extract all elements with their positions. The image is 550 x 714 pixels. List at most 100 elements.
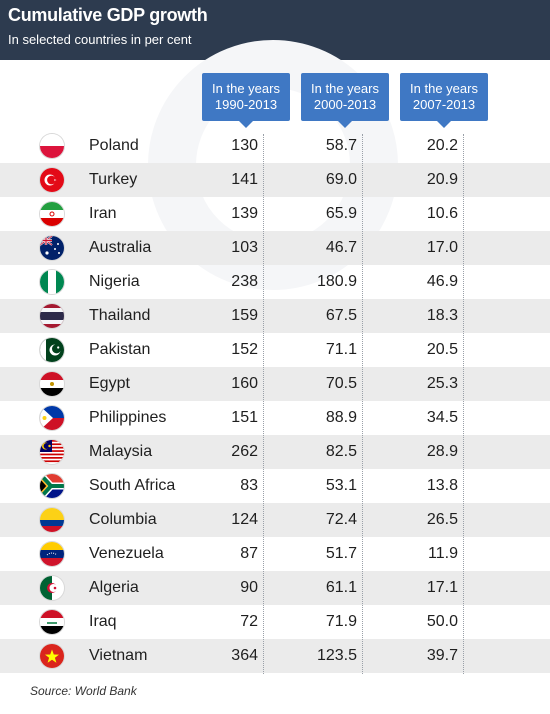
column-header-1990-2013: In the years 1990-2013	[202, 73, 290, 128]
country-name: Australia	[89, 239, 152, 256]
table-row: Australia 103 46.7 17.0	[0, 231, 550, 265]
thailand-flag-icon	[40, 304, 64, 328]
growth-value: 72.4	[325, 511, 357, 528]
growth-value: 70.5	[325, 375, 357, 392]
growth-value: 65.9	[325, 205, 357, 222]
vietnam-flag-icon	[40, 644, 64, 668]
growth-value: 180.9	[316, 273, 357, 290]
south-africa-flag-icon	[40, 474, 64, 498]
growth-value: 58.7	[325, 137, 357, 154]
growth-value: 151	[231, 409, 258, 426]
australia-flag-icon	[40, 236, 64, 260]
pakistan-flag-icon	[40, 338, 64, 362]
growth-value: 130	[231, 137, 258, 154]
country-name: Philippines	[89, 409, 167, 426]
source-note: Source: World Bank	[30, 684, 137, 698]
page-title: Cumulative GDP growth	[8, 5, 208, 25]
column-header-line1: In the years	[212, 81, 280, 96]
column-header-2000-2013: In the years 2000-2013	[301, 73, 389, 128]
column-header-line1: In the years	[311, 81, 379, 96]
growth-value: 71.1	[325, 341, 357, 358]
philippines-flag-icon	[40, 406, 64, 430]
growth-value: 139	[231, 205, 258, 222]
column-header-line2: 1990-2013	[214, 97, 278, 112]
growth-value: 152	[231, 341, 258, 358]
colombia-flag-icon	[40, 508, 64, 532]
country-name: Egypt	[89, 375, 130, 392]
column-divider	[463, 134, 464, 674]
growth-value: 90	[240, 579, 258, 596]
country-name: Nigeria	[89, 273, 140, 290]
growth-value: 364	[231, 647, 258, 664]
country-name: Venezuela	[89, 545, 164, 562]
growth-value: 87	[240, 545, 258, 562]
growth-value: 71.9	[325, 613, 357, 630]
algeria-flag-icon	[40, 576, 64, 600]
growth-value: 123.5	[316, 647, 357, 664]
country-name: Pakistan	[89, 341, 151, 358]
iraq-flag-icon	[40, 610, 64, 634]
malaysia-flag-icon	[40, 440, 64, 464]
egypt-flag-icon	[40, 372, 64, 396]
growth-value: 82.5	[325, 443, 357, 460]
growth-value: 11.9	[428, 545, 458, 562]
growth-value: 26.5	[426, 511, 458, 528]
table-row: Pakistan 152 71.1 20.5	[0, 333, 550, 367]
growth-value: 160	[231, 375, 258, 392]
growth-value: 262	[231, 443, 258, 460]
table-row: Egypt 160 70.5 25.3	[0, 367, 550, 401]
country-name: Thailand	[89, 307, 151, 324]
table-row: Vietnam 364 123.5 39.7	[0, 639, 550, 673]
turkey-flag-icon	[40, 168, 64, 192]
table-row: Venezuela 87 51.7 11.9	[0, 537, 550, 571]
country-name: South Africa	[89, 477, 176, 494]
table-row: Malaysia 262 82.5 28.9	[0, 435, 550, 469]
growth-value: 13.8	[426, 477, 458, 494]
country-name: Turkey	[89, 171, 138, 188]
column-divider	[263, 134, 264, 674]
table-row: Algeria 90 61.1 17.1	[0, 571, 550, 605]
table-row: Iran 139 65.9 10.6	[0, 197, 550, 231]
growth-value: 17.0	[426, 239, 458, 256]
growth-value: 46.7	[325, 239, 357, 256]
table-row: Iraq 72 71.9 50.0	[0, 605, 550, 639]
growth-value: 67.5	[325, 307, 357, 324]
country-name: Malaysia	[89, 443, 153, 460]
iran-flag-icon	[40, 202, 64, 226]
growth-value: 88.9	[325, 409, 357, 426]
country-name: Poland	[89, 137, 139, 154]
growth-value: 18.3	[426, 307, 458, 324]
growth-value: 20.9	[426, 171, 458, 188]
growth-value: 34.5	[426, 409, 458, 426]
nigeria-flag-icon	[40, 270, 64, 294]
growth-value: 20.5	[426, 341, 458, 358]
venezuela-flag-icon	[40, 542, 64, 566]
growth-value: 25.3	[426, 375, 458, 392]
growth-value: 39.7	[426, 647, 458, 664]
country-name: Iran	[89, 205, 117, 222]
data-table: Poland 130 58.7 20.2 Turkey 141 69.0 20.9 Iran 13…	[0, 129, 550, 673]
growth-value: 50.0	[426, 613, 458, 630]
growth-value: 141	[231, 171, 258, 188]
country-name: Iraq	[89, 613, 117, 630]
growth-value: 28.9	[426, 443, 458, 460]
country-name: Columbia	[89, 511, 157, 528]
table-row: South Africa 83 53.1 13.8	[0, 469, 550, 503]
country-name: Vietnam	[89, 647, 148, 664]
growth-value: 72	[240, 613, 258, 630]
growth-value: 159	[231, 307, 258, 324]
growth-value: 103	[231, 239, 258, 256]
country-name: Algeria	[89, 579, 139, 596]
column-divider	[362, 134, 363, 674]
growth-value: 124	[231, 511, 258, 528]
growth-value: 10.6	[426, 205, 458, 222]
poland-flag-icon	[40, 134, 64, 158]
column-header-line2: 2000-2013	[313, 97, 377, 112]
growth-value: 83	[240, 477, 258, 494]
table-row: Columbia 124 72.4 26.5	[0, 503, 550, 537]
growth-value: 46.9	[426, 273, 458, 290]
table-row: Poland 130 58.7 20.2	[0, 129, 550, 163]
growth-value: 69.0	[325, 171, 357, 188]
growth-value: 20.2	[426, 137, 458, 154]
growth-value: 17.1	[426, 579, 458, 596]
